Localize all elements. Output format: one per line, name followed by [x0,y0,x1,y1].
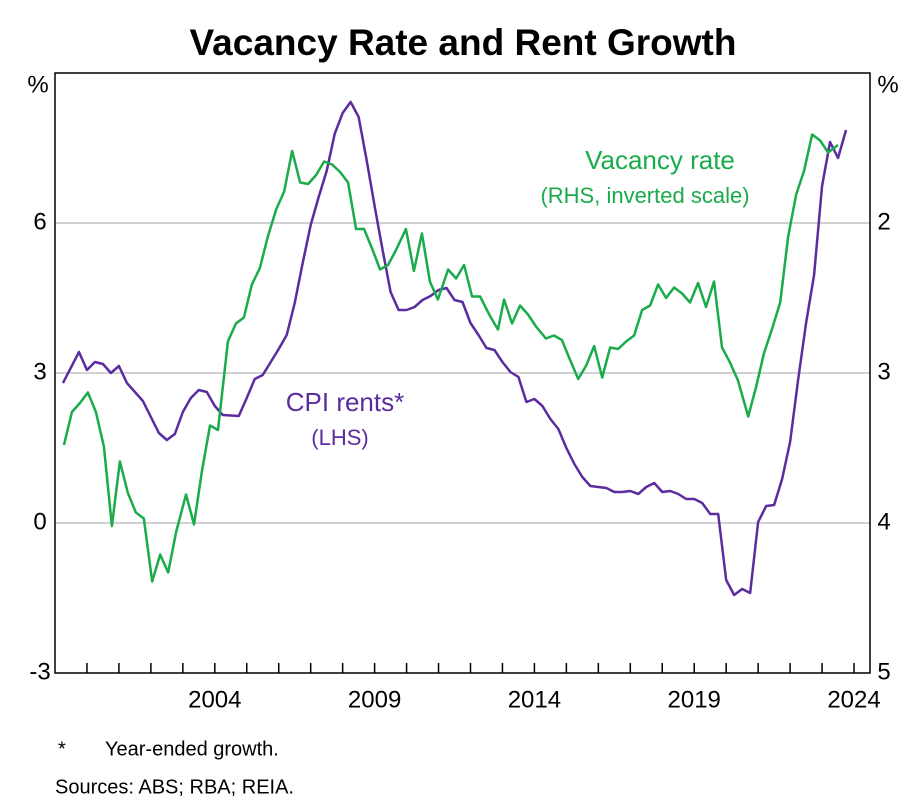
plot-frame [54,72,871,674]
y-axis-unit: % [27,71,48,98]
y-tick-label: 3 [33,358,46,385]
x-tick-label: 2019 [668,686,721,713]
note-marker: * [58,738,66,760]
annotation: CPI rents* [286,387,405,417]
sources: Sources: ABS; RBA; REIA. [55,776,294,798]
chart-title: Vacancy Rate and Rent Growth [190,22,737,63]
y-tick-label: -3 [29,658,50,685]
line-series [62,133,839,583]
x-tick-label: 2014 [508,686,561,713]
y-tick-label: 6 [33,208,46,235]
x-tick-label: 2004 [188,686,241,713]
annotation: (LHS) [311,425,368,450]
annotation: Vacancy rate [585,145,735,175]
annotation: (RHS, inverted scale) [540,183,749,208]
x-tick-label: 2009 [348,686,401,713]
line-series [61,100,848,597]
y2-tick-label: 2 [877,208,890,235]
y2-axis-unit: % [877,71,898,98]
y2-tick-label: 5 [877,658,890,685]
y2-tick-label: 4 [877,508,890,535]
note: Year-ended growth. [105,738,279,760]
x-tick-label: 2024 [827,686,880,713]
y-tick-label: 0 [33,508,46,535]
y2-tick-label: 3 [877,358,890,385]
